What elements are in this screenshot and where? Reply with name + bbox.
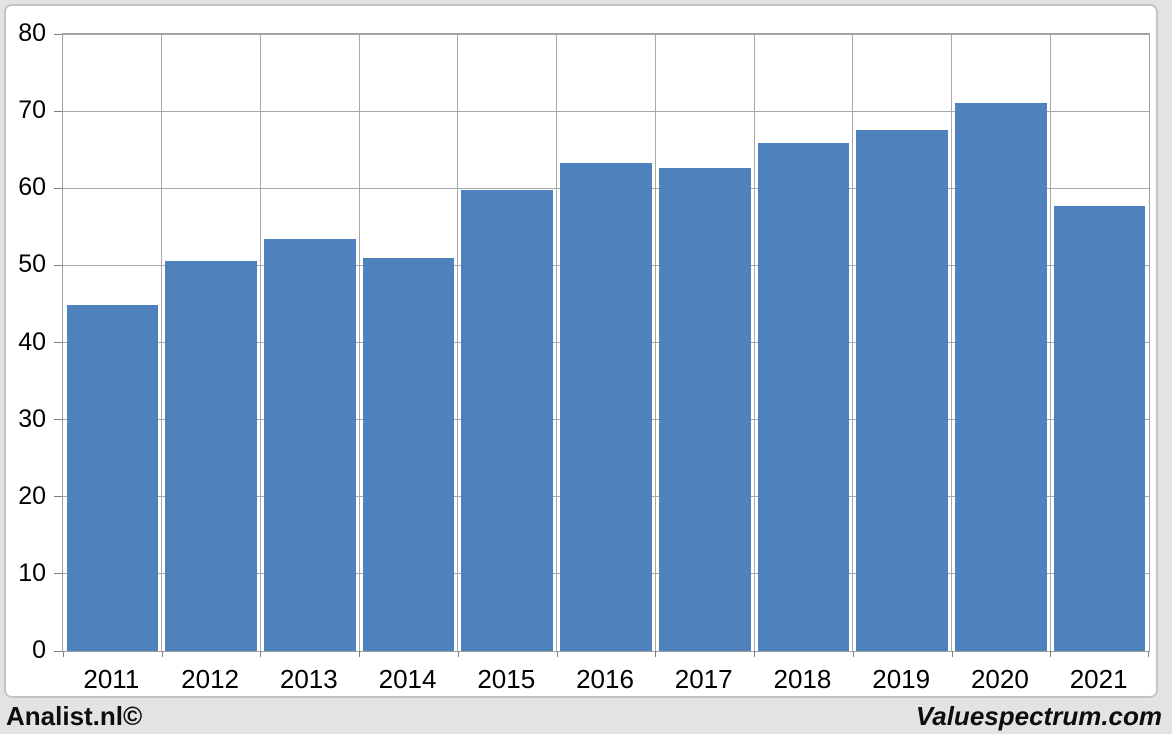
x-axis-tick	[260, 651, 262, 657]
x-axis-label: 2021	[1069, 664, 1128, 694]
bar-2016	[560, 162, 652, 651]
y-axis-label: 70	[18, 96, 46, 125]
x-axis-label: 2013	[279, 664, 338, 694]
x-axis-tick	[63, 651, 64, 657]
h-gridline	[63, 33, 1149, 35]
x-axis-label: 2015	[477, 664, 536, 694]
bar-2013	[263, 239, 356, 651]
y-axis-label: 20	[18, 481, 46, 510]
x-axis-label: 2018	[773, 664, 832, 694]
v-gridline	[358, 34, 360, 651]
x-axis-label: 2020	[970, 664, 1029, 694]
y-axis-tick	[54, 573, 62, 575]
x-axis-tick	[359, 651, 361, 657]
bar-2021	[1053, 206, 1146, 651]
x-axis-label: 2017	[674, 664, 733, 694]
x-axis-tick	[852, 651, 854, 657]
y-axis-tick	[54, 342, 62, 343]
bar-2019	[856, 130, 949, 651]
y-axis-tick	[54, 187, 62, 189]
y-axis-tick	[54, 264, 62, 266]
y-axis-tick	[54, 33, 62, 35]
x-axis-tick	[457, 651, 459, 657]
y-axis-tick	[54, 650, 62, 652]
bar-2018	[757, 142, 850, 651]
v-gridline	[259, 34, 261, 651]
plot-area	[54, 33, 1150, 657]
bar-2011	[66, 304, 159, 651]
x-axis-label: 2016	[576, 664, 634, 694]
y-axis-tick	[54, 496, 62, 498]
y-axis-label: 30	[18, 404, 46, 433]
x-axis-tick	[951, 651, 953, 657]
x-axis-label: 2012	[181, 664, 239, 694]
x-axis-tick	[1148, 651, 1149, 657]
y-axis-tick	[54, 110, 62, 112]
x-axis-tick	[754, 651, 756, 657]
bar-2017	[658, 168, 751, 651]
x-axis-tick	[1050, 651, 1052, 657]
v-gridline	[1049, 34, 1051, 651]
v-gridline	[457, 34, 459, 651]
x-axis-tick	[161, 651, 163, 657]
x-axis-label: 2011	[83, 664, 140, 694]
h-gridline	[63, 110, 1149, 112]
x-axis-label: 2014	[378, 664, 437, 694]
v-gridline	[753, 34, 755, 651]
v-gridline	[556, 34, 558, 651]
y-axis-label: 50	[18, 250, 46, 279]
y-axis-tick	[54, 419, 62, 421]
bar-2015	[461, 189, 554, 651]
v-gridline	[161, 34, 163, 651]
y-axis-label: 40	[18, 327, 46, 356]
v-gridline	[951, 34, 953, 651]
v-gridline	[852, 34, 854, 651]
v-gridline	[654, 34, 656, 651]
x-axis-tick	[556, 651, 558, 657]
y-axis-label: 60	[18, 173, 46, 202]
x-axis-tick	[655, 651, 657, 657]
y-axis-label: 80	[18, 19, 46, 47]
footer-brand-valuespectrum: Valuespectrum.com	[915, 701, 1162, 731]
y-axis-label: 10	[18, 558, 46, 587]
footer-brand-analist: Analist.nl©	[6, 701, 143, 731]
x-axis-label: 2019	[872, 664, 931, 694]
bar-2020	[955, 103, 1047, 651]
y-axis-label: 0	[32, 636, 46, 664]
bar-2012	[165, 260, 257, 651]
bar-2014	[362, 258, 455, 651]
